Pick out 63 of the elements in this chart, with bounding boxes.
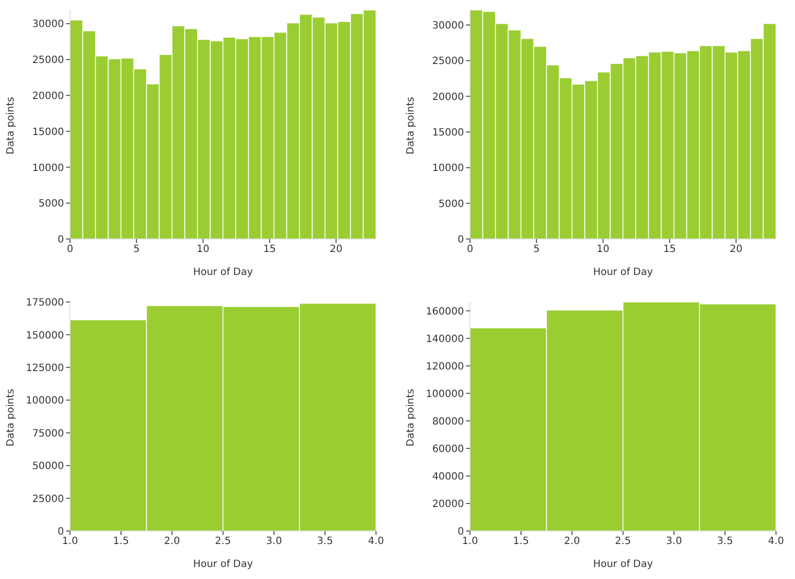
x-tick-label: 1.0 — [462, 536, 478, 548]
x-tick-label: 4.0 — [368, 536, 384, 548]
x-tick-label: 3.5 — [717, 536, 733, 548]
x-tick-label: 2.0 — [164, 536, 180, 548]
y-tick-label: 10000 — [32, 162, 64, 174]
x-tick-label: 2.5 — [615, 536, 631, 548]
y-tick-label: 100000 — [26, 396, 64, 407]
y-tick-label: 15000 — [32, 126, 64, 138]
x-axis-title: Hour of Day — [193, 267, 253, 278]
y-tick-label: 25000 — [432, 56, 464, 68]
x-tick-label: 5 — [533, 244, 540, 256]
x-tick-label: 2.5 — [215, 536, 231, 548]
x-tick-label: 15 — [663, 244, 676, 256]
x-tick-label: 1.5 — [113, 536, 129, 548]
y-tick-label: 0 — [458, 526, 464, 538]
y-tick-label: 0 — [58, 234, 64, 246]
y-tick-label: 160000 — [426, 306, 464, 318]
x-tick-label: 20 — [730, 244, 742, 256]
y-tick-label: 25000 — [32, 55, 64, 66]
x-tick-label: 20 — [330, 244, 342, 256]
x-tick-label: 2.0 — [564, 536, 580, 548]
y-tick-label: 0 — [58, 526, 64, 538]
x-tick-label: 10 — [596, 244, 610, 256]
y-tick-label: 5000 — [38, 198, 64, 210]
y-tick-label: 40000 — [432, 472, 464, 482]
y-tick-label: 120000 — [426, 361, 464, 372]
y-tick-label: 20000 — [32, 90, 64, 102]
y-tick-label: 150000 — [26, 330, 64, 342]
y-tick-label: 50000 — [32, 461, 64, 472]
x-axis-title: Hour of Day — [593, 559, 653, 570]
x-axis-title: Hour of Day — [193, 559, 253, 570]
y-tick-label: 5000 — [438, 198, 464, 210]
y-tick-label: 20000 — [432, 499, 464, 510]
y-tick-label: 60000 — [432, 444, 464, 455]
x-tick-label: 3.0 — [666, 536, 682, 548]
x-tick-label: 15 — [263, 244, 276, 256]
x-tick-label: 3.5 — [317, 536, 333, 548]
x-tick-label: 0 — [66, 244, 74, 256]
x-tick-label: 5 — [133, 244, 140, 256]
x-tick-label: 4.0 — [768, 536, 784, 548]
y-tick-label: 80000 — [432, 416, 464, 428]
y-tick-label: 25000 — [32, 494, 64, 505]
y-axis-title: Data points — [406, 388, 417, 446]
y-tick-label: 15000 — [432, 128, 464, 139]
x-tick-label: 1.0 — [62, 536, 78, 548]
x-tick-label: 10 — [196, 244, 210, 256]
y-tick-label: 10000 — [432, 163, 464, 174]
y-tick-label: 140000 — [426, 334, 464, 345]
y-tick-label: 125000 — [26, 362, 64, 374]
y-tick-label: 30000 — [32, 19, 64, 30]
x-tick-label: 3.0 — [266, 536, 282, 548]
x-tick-label: 1.5 — [513, 536, 529, 548]
y-axis-title: Data points — [6, 388, 17, 446]
y-tick-label: 175000 — [26, 298, 64, 309]
y-tick-label: 20000 — [432, 92, 464, 103]
y-tick-label: 0 — [458, 234, 464, 246]
x-axis-title: Hour of Day — [593, 267, 653, 278]
y-axis-title: Data points — [406, 96, 417, 154]
x-tick-label: 0 — [466, 244, 474, 256]
y-tick-label: 75000 — [32, 428, 64, 440]
y-axis-title: Data points — [6, 96, 17, 154]
y-tick-label: 30000 — [432, 20, 464, 32]
y-tick-label: 100000 — [426, 388, 464, 400]
